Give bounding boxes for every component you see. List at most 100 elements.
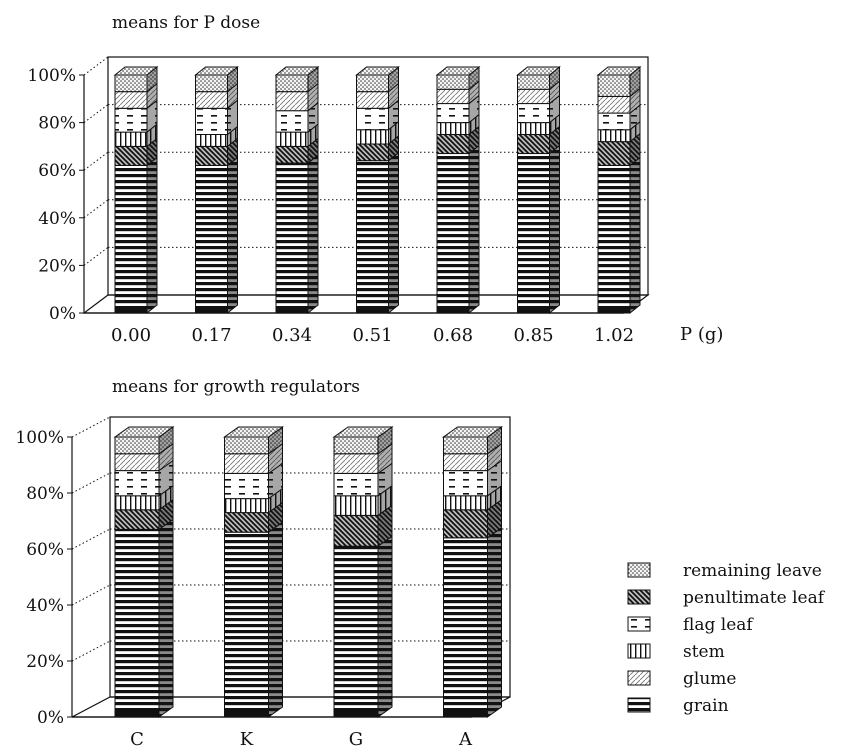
bar-segment-grain xyxy=(275,154,319,315)
bar-front xyxy=(275,162,309,314)
legend-swatch xyxy=(627,643,651,659)
bar-front xyxy=(597,164,631,314)
bar-front xyxy=(597,129,631,143)
bar-front xyxy=(114,131,148,147)
bar-front xyxy=(517,74,550,90)
gridline-diagonal xyxy=(71,472,111,494)
bar-front xyxy=(356,143,389,162)
bar-base xyxy=(334,711,378,717)
bar-base xyxy=(598,307,630,313)
bar-front xyxy=(517,88,550,105)
legend-label: flag leaf xyxy=(683,615,754,635)
bar-front xyxy=(114,436,160,455)
bar-front xyxy=(436,88,470,105)
bar-front xyxy=(224,531,269,718)
bar-front xyxy=(333,545,379,718)
bar-segment-remaining-leave xyxy=(275,65,319,93)
bar-side xyxy=(388,151,399,315)
y-tick-label: 80% xyxy=(38,114,76,134)
bar-side xyxy=(227,156,238,315)
bar-base xyxy=(276,307,308,313)
bars xyxy=(113,65,642,315)
bar-front xyxy=(436,153,470,314)
x-tick-label: 0.68 xyxy=(433,325,473,346)
x-tick-label: 1.02 xyxy=(594,325,634,346)
bar-top xyxy=(441,426,504,438)
bar-side xyxy=(629,156,641,315)
bar-side xyxy=(307,154,319,315)
bar-segment-flag-leaf xyxy=(356,99,399,131)
bar-front xyxy=(224,498,269,514)
bar-segment-remaining-leave xyxy=(333,426,393,455)
bar-segment-grain xyxy=(224,521,283,718)
legend-label: remaining leave xyxy=(683,561,822,581)
legend-swatch xyxy=(627,589,651,605)
bar-front xyxy=(195,164,228,314)
gridline-diagonal xyxy=(83,199,109,219)
bar-side xyxy=(549,144,560,315)
gridline-diagonal xyxy=(83,246,109,266)
bar-front xyxy=(195,74,228,93)
bar-front xyxy=(275,110,309,133)
bar-front xyxy=(517,134,550,155)
bar-side xyxy=(268,521,283,718)
bar-segment-grain xyxy=(517,144,560,315)
bar-front xyxy=(114,453,160,472)
bar-segment-glume xyxy=(333,442,393,475)
y-axis: 0% 20% 40% 60% 80% 100% xyxy=(15,428,72,728)
bar-segment-grain xyxy=(195,156,238,315)
bar-front xyxy=(356,91,389,109)
gridline-diagonal xyxy=(71,584,111,606)
bar-segment-grain xyxy=(114,156,158,315)
bar-top xyxy=(516,66,561,76)
legend-swatch xyxy=(627,616,651,632)
bar-stack xyxy=(441,426,504,718)
bar-top xyxy=(194,66,239,76)
y-tick-label: 60% xyxy=(26,540,64,560)
bar-front xyxy=(114,164,148,314)
bar-front xyxy=(356,74,389,93)
bar-front xyxy=(356,107,389,131)
bar-segment-penultimate-leaf xyxy=(114,137,158,167)
bar-stack xyxy=(274,65,320,315)
bar-front xyxy=(443,436,488,455)
legend-label: stem xyxy=(683,642,725,662)
legend-label: penultimate leaf xyxy=(683,588,826,608)
y-tick-label: 100% xyxy=(27,66,76,86)
bar-top xyxy=(596,66,642,76)
x-tick-label: 0.34 xyxy=(272,325,312,346)
x-tick-label: 0.00 xyxy=(111,325,151,346)
bar-segment-stem xyxy=(275,123,319,148)
bar-stack xyxy=(113,426,175,718)
bar-front xyxy=(114,528,160,718)
bar-front xyxy=(114,495,160,511)
legend-item: glume xyxy=(627,669,736,689)
legend-item: penultimate leaf xyxy=(627,588,826,608)
bar-segment-remaining-leave xyxy=(114,426,174,455)
bar-stack xyxy=(435,65,481,315)
bar-front xyxy=(333,436,379,455)
y-axis: 0% 20% 40% 60% 80% 100% xyxy=(27,66,84,324)
y-tick-label: 20% xyxy=(38,256,76,276)
bar-stack xyxy=(194,65,239,315)
bar-stack xyxy=(113,65,159,315)
bar-segment-grain xyxy=(597,156,641,315)
bar-base xyxy=(224,711,269,717)
bar-front xyxy=(443,495,488,511)
x-axis: 0.00 0.17 0.34 0.51 0.68 0.85 1.02 xyxy=(111,325,634,346)
bar-front xyxy=(333,514,379,547)
bar-top xyxy=(113,66,159,76)
x-tick-label: 0.85 xyxy=(513,325,553,346)
bar-front xyxy=(195,91,228,109)
y-tick-label: 0% xyxy=(37,708,64,728)
bar-stack xyxy=(355,65,400,315)
bar-segment-penultimate-leaf xyxy=(333,504,393,548)
y-tick-label: 40% xyxy=(26,596,64,616)
bar-segment-flag-leaf xyxy=(195,99,238,136)
bar-front xyxy=(597,95,631,114)
legend-swatch xyxy=(627,562,651,578)
gridline-diagonal xyxy=(83,151,109,171)
chart-title: means for growth regulators xyxy=(112,377,360,397)
y-tick-label: 0% xyxy=(49,304,76,324)
